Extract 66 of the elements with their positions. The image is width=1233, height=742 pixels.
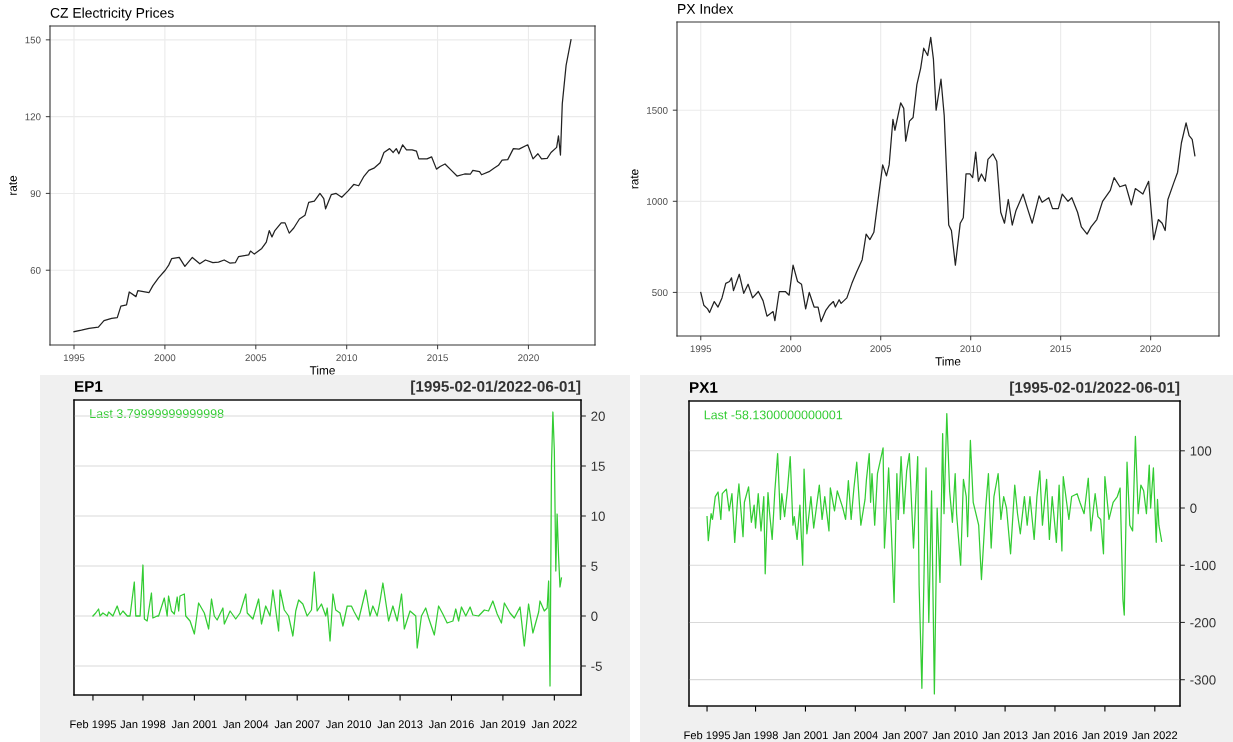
x-tick-label: Jan 2004	[832, 731, 878, 740]
y-tick-label: 500	[652, 289, 668, 297]
x-tick-label: Feb 1995	[684, 731, 731, 740]
line-series	[706, 412, 1163, 695]
x-tick-label: Jan 1998	[120, 720, 166, 729]
x-tick-label: Jan 2019	[480, 720, 526, 729]
chart-title: PX Index	[678, 3, 734, 14]
x-tick-label: Jan 2016	[428, 720, 474, 729]
y2-tick-label: 0	[591, 611, 598, 621]
x-tick-label: Jan 2010	[325, 720, 372, 729]
y-tick-label: 1000	[647, 198, 668, 205]
x-tick-label: Jan 2022	[531, 720, 577, 729]
x-tick-label: Jan 1998	[732, 731, 778, 740]
x-tick-label: 1995	[63, 354, 85, 362]
annotation: Last -58.1300000000001	[704, 410, 843, 420]
y2-tick-label: 20	[591, 411, 605, 421]
y-tick-label: 60	[30, 266, 41, 274]
chart-subtitle: [1995-02-01/2022-06-01]	[1010, 381, 1180, 396]
x-tick-label: 2010	[960, 345, 982, 353]
x-tick-label: Jan 2007	[882, 731, 928, 740]
annotation: Last 3.79999999999998	[90, 409, 224, 419]
y2-tick-label: -100	[1190, 560, 1216, 571]
x-tick-label: Jan 2016	[1032, 731, 1078, 740]
x-axis-title: Time	[309, 365, 335, 375]
x-tick-label: 2005	[870, 345, 892, 353]
y-tick-label: 90	[30, 190, 41, 198]
chart-subtitle: [1995-02-01/2022-06-01]	[411, 380, 581, 395]
y-axis-title: rate	[9, 175, 17, 195]
x-tick-label: Jan 2019	[1082, 731, 1128, 740]
line-series	[700, 36, 1196, 323]
x-tick-label: 2000	[780, 345, 802, 353]
y2-tick-label: 10	[591, 511, 605, 521]
x-tick-label: Jan 2013	[982, 731, 1028, 740]
line-series	[92, 411, 563, 687]
y2-tick-label: -300	[1190, 675, 1216, 685]
x-tick-label: 2020	[1140, 345, 1162, 353]
x-tick-label: Jan 2007	[274, 720, 320, 729]
chart-title: EP1	[75, 381, 103, 392]
y-tick-label: 1500	[647, 106, 668, 114]
y2-tick-label: -5	[591, 661, 602, 671]
line-series	[73, 39, 572, 333]
y2-tick-label: 100	[1190, 446, 1212, 456]
x-tick-label: 1995	[690, 345, 712, 353]
y2-tick-label: -200	[1190, 618, 1216, 628]
x-tick-label: Jan 2022	[1132, 731, 1178, 740]
y-tick-label: 150	[25, 36, 41, 44]
x-tick-label: 2005	[245, 354, 267, 362]
x-tick-label: 2000	[154, 354, 176, 362]
x-tick-label: Jan 2004	[223, 720, 269, 729]
chart-title: CZ Electricity Prices	[50, 7, 174, 21]
y2-tick-label: 5	[591, 561, 598, 571]
y-tick-label: 120	[25, 113, 41, 121]
x-tick-label: Jan 2013	[377, 720, 423, 729]
y2-tick-label: 15	[591, 461, 605, 471]
x-axis-title: Time	[935, 356, 961, 366]
chart-title: PX1	[690, 382, 718, 393]
x-tick-label: Jan 2001	[171, 720, 217, 729]
x-tick-label: 2020	[518, 354, 539, 362]
x-tick-label: Feb 1995	[70, 720, 116, 729]
y2-tick-label: 0	[1190, 503, 1197, 513]
y-axis-title: rate	[630, 169, 639, 189]
x-tick-label: 2015	[1050, 345, 1072, 353]
x-tick-label: 2015	[427, 354, 448, 362]
x-tick-label: Jan 2001	[782, 731, 828, 740]
x-tick-label: Jan 2010	[932, 731, 978, 740]
x-tick-label: 2010	[336, 354, 358, 362]
